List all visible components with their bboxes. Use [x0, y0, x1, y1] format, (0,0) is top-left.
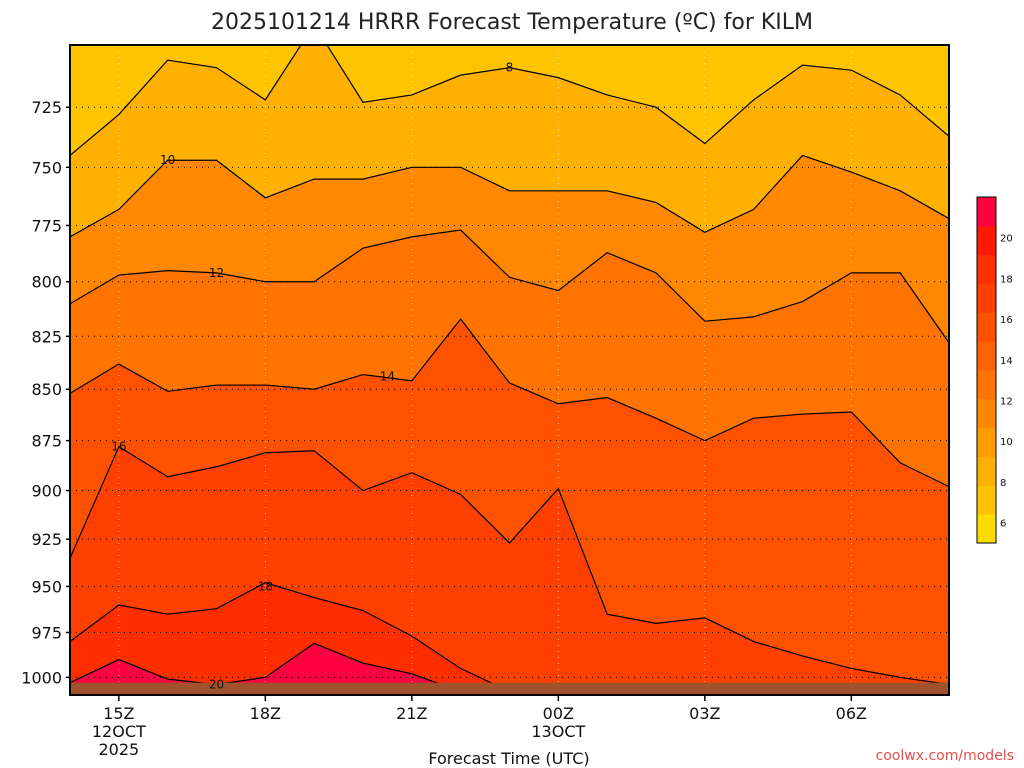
colorbar-tick-label: 10	[1000, 437, 1013, 448]
contour-line	[70, 642, 510, 695]
band-fill	[70, 643, 510, 695]
contour-line	[70, 582, 559, 695]
colorbar-segment	[977, 370, 996, 400]
x-tick-label: 15Z	[103, 704, 134, 723]
x-tick-year: 2025	[98, 740, 139, 759]
y-tick-label: 1000	[21, 668, 62, 687]
x-tick-label: 00Z	[543, 704, 574, 723]
y-tick-label: 925	[31, 530, 62, 549]
colorbar-segment	[977, 283, 996, 313]
colorbar-tick-label: 8	[1000, 478, 1006, 489]
y-tick-label: 775	[31, 216, 62, 235]
contour-line	[70, 318, 949, 488]
contour-label: 18	[258, 579, 273, 593]
y-tick-label: 900	[31, 482, 62, 501]
colorbar-frame	[976, 196, 997, 544]
contour-line	[70, 154, 949, 238]
colorbar-segment	[977, 312, 996, 342]
x-tick-label: 06Z	[836, 704, 867, 723]
colorbar-segment	[977, 485, 996, 515]
colorbar-segment	[977, 225, 996, 256]
y-axis: 725 750 775 800 825 850 875 900 925 950 975 1000	[21, 98, 70, 687]
y-tick-label: 800	[31, 273, 62, 292]
ground-surface	[70, 682, 949, 695]
colorbar-tick-label: 6	[1000, 519, 1006, 530]
contour-label: 8	[506, 61, 514, 75]
colorbar-segment	[977, 254, 996, 284]
contour-labels: 8 10 12 14 16 18 20	[111, 61, 513, 692]
colorbar-segment	[977, 456, 996, 486]
colorbar-segment	[977, 514, 996, 544]
y-tick-label: 725	[31, 98, 62, 117]
contour-label: 16	[111, 440, 126, 454]
colorbar-tick-label: 12	[1000, 397, 1013, 408]
contour-label: 12	[209, 266, 224, 280]
y-tick-label: 750	[31, 158, 62, 177]
grid	[70, 45, 949, 695]
contour-label: 20	[209, 677, 224, 691]
x-tick-date: 13OCT	[531, 722, 585, 741]
contour-line	[70, 45, 949, 156]
x-tick-label: 21Z	[396, 704, 427, 723]
x-axis-label: Forecast Time (UTC)	[428, 749, 589, 768]
y-tick-label: 825	[31, 327, 62, 346]
credit-link[interactable]: coolwx.com/models	[876, 748, 1014, 764]
colorbar-tick-label: 20	[1000, 234, 1013, 245]
y-tick-label: 975	[31, 623, 62, 642]
y-tick-label: 875	[31, 432, 62, 451]
temperature-fill	[70, 45, 949, 695]
colorbar-tick-label: 16	[1000, 315, 1013, 326]
colorbar-segment	[977, 427, 996, 457]
x-tick-label: 03Z	[689, 704, 720, 723]
y-tick-label: 950	[31, 577, 62, 596]
chart-title: 2025101214 HRRR Forecast Temperature (ºC…	[211, 10, 813, 35]
colorbar-tick-label: 14	[1000, 356, 1013, 367]
plot-frame	[69, 44, 950, 696]
x-tick-date: 12OCT	[92, 722, 146, 741]
band-fill	[70, 582, 559, 695]
colorbar-segment	[977, 197, 996, 227]
colorbar-tick-label: 18	[1000, 274, 1013, 285]
contours	[70, 45, 949, 695]
contour-line	[70, 445, 949, 686]
x-tick-label: 18Z	[250, 704, 281, 723]
contour-label: 10	[160, 153, 175, 167]
contour-label: 14	[380, 370, 395, 384]
colorbar-segment	[977, 398, 996, 429]
colorbar: 6 8 10 12 14 16 18 20	[976, 196, 1013, 544]
y-tick-label: 850	[31, 380, 62, 399]
ground	[70, 682, 949, 695]
contour-line	[70, 229, 949, 344]
colorbar-segment	[977, 341, 996, 371]
